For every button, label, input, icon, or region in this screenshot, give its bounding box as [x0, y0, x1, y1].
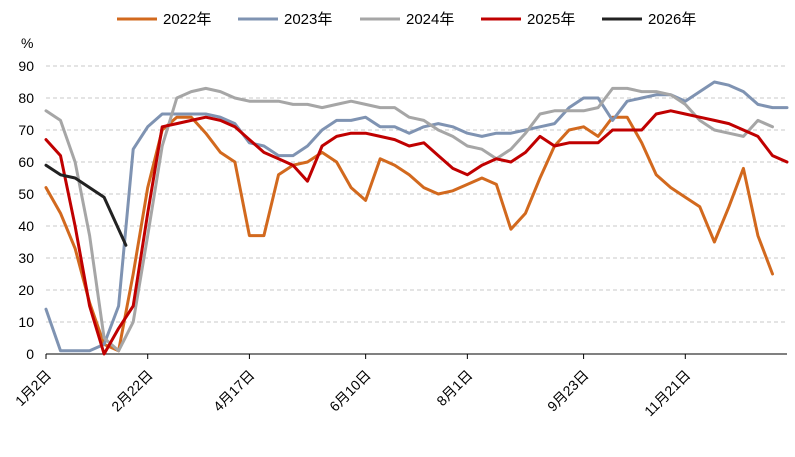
- series-line-2: [44, 86, 774, 353]
- y-tick-label-30: 30: [18, 250, 34, 266]
- series-line-0: [44, 115, 774, 353]
- x-tick-label-5: 9月23日: [544, 367, 592, 415]
- y-tick-label-0: 0: [26, 346, 34, 362]
- x-tick-label-6: 11月21日: [641, 367, 693, 419]
- y-tick-label-70: 70: [18, 122, 34, 138]
- legend-label-1: 2023年: [284, 11, 332, 28]
- grid-layer: [46, 65, 787, 323]
- legend-layer: 2022年 2023年 2024年 2025年 2026年: [117, 11, 696, 28]
- y-tick-label-40: 40: [18, 218, 34, 234]
- x-tick-label-0: 1月2日: [12, 367, 54, 409]
- x-tick-label-3: 6月10日: [326, 367, 374, 415]
- legend-label-2: 2024年: [406, 11, 454, 28]
- legend-label-0: 2022年: [163, 11, 211, 28]
- legend-label-3: 2025年: [527, 11, 575, 28]
- series-layer: [44, 80, 789, 356]
- y-tick-label-90: 90: [18, 58, 34, 74]
- y-tick-label-50: 50: [18, 186, 34, 202]
- y-tick-label-10: 10: [18, 314, 34, 330]
- axis-layer: 0 10 20 30 40 50 60 70 80 90% 1月2日 2月22日 4月17日 6月10日 8…: [12, 35, 787, 419]
- y-unit-label: %: [21, 35, 33, 51]
- y-tick-label-60: 60: [18, 154, 34, 170]
- legend-label-4: 2026年: [648, 11, 696, 28]
- series-line-4: [44, 163, 128, 247]
- y-tick-label-80: 80: [18, 90, 34, 106]
- x-tick-label-2: 4月17日: [210, 367, 258, 415]
- x-tick-label-1: 2月22日: [108, 367, 156, 415]
- x-tick-label-4: 8月1日: [433, 367, 475, 409]
- series-line-3: [44, 109, 789, 356]
- series-line-1: [44, 80, 789, 353]
- y-tick-label-20: 20: [18, 282, 34, 298]
